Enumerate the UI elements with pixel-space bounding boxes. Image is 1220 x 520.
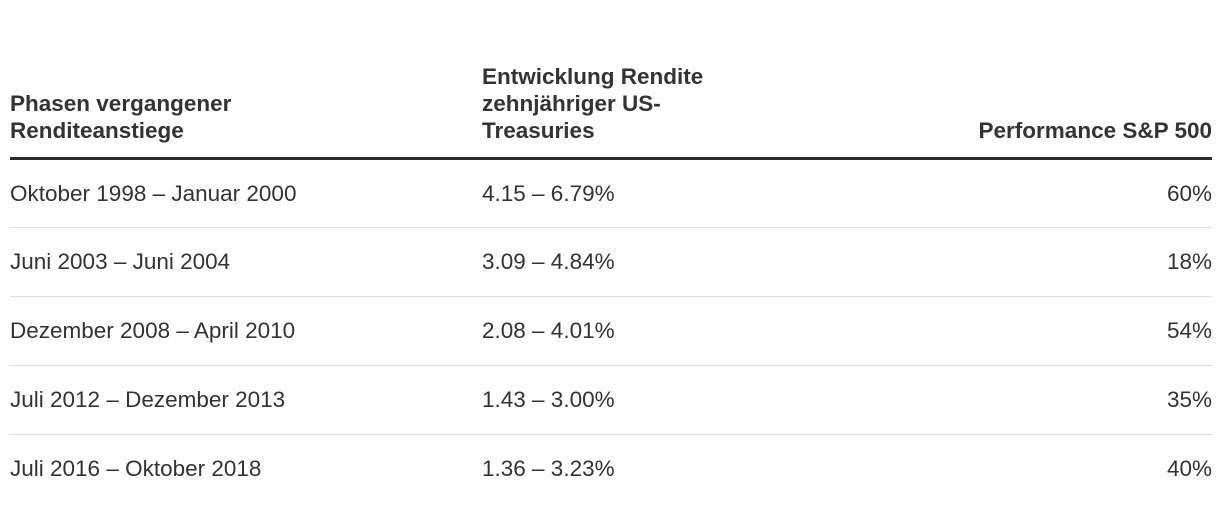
table-row: Juli 2012 – Dezember 2013 1.43 – 3.00% 3…	[10, 364, 1212, 434]
yield-phases-table: Phasen vergangener Renditeanstiege Entwi…	[10, 0, 1212, 503]
table-row: Oktober 1998 – Januar 2000 4.15 – 6.79% …	[10, 158, 1212, 227]
table-row: Juni 2003 – Juni 2004 3.09 – 4.84% 18%	[10, 226, 1212, 296]
cell-phase: Juli 2012 – Dezember 2013	[10, 364, 482, 434]
column-header-treasury-yield: Entwicklung Rendite zehnjähriger US-Trea…	[482, 0, 902, 160]
cell-treasury-range: 1.43 – 3.00%	[482, 364, 902, 434]
column-header-treasury-yield-label: Entwicklung Rendite zehnjähriger US-Trea…	[482, 63, 704, 143]
cell-phase: Juni 2003 – Juni 2004	[10, 226, 482, 296]
table-row: Juli 2016 – Oktober 2018 1.36 – 3.23% 40…	[10, 433, 1212, 503]
cell-sp500-performance: 60%	[1166, 180, 1212, 206]
column-header-phases-label: Phasen vergangener Renditeanstiege	[10, 90, 232, 143]
cell-sp500-performance: 18%	[902, 226, 1212, 296]
table-row: Dezember 2008 – April 2010 2.08 – 4.01% …	[10, 295, 1212, 365]
cell-sp500-performance: 35%	[902, 364, 1212, 434]
column-header-phases: Phasen vergangener Renditeanstiege	[10, 0, 482, 160]
cell-phase: Juli 2016 – Oktober 2018	[10, 433, 482, 503]
header-row: Phasen vergangener Renditeanstiege Entwi…	[10, 0, 1212, 160]
cell-phase: Oktober 1998 – Januar 2000	[10, 180, 297, 206]
cell-sp500-performance: 54%	[902, 295, 1212, 365]
column-header-sp500-performance-label: Performance S&P 500	[978, 117, 1212, 143]
cell-phase: Dezember 2008 – April 2010	[10, 295, 482, 365]
cell-sp500-performance: 40%	[902, 433, 1212, 503]
cell-treasury-range: 3.09 – 4.84%	[482, 226, 902, 296]
cell-treasury-range: 4.15 – 6.79%	[482, 180, 615, 206]
cell-treasury-range: 1.36 – 3.23%	[482, 433, 902, 503]
column-header-sp500-performance: Performance S&P 500	[902, 0, 1212, 160]
cell-treasury-range: 2.08 – 4.01%	[482, 295, 902, 365]
